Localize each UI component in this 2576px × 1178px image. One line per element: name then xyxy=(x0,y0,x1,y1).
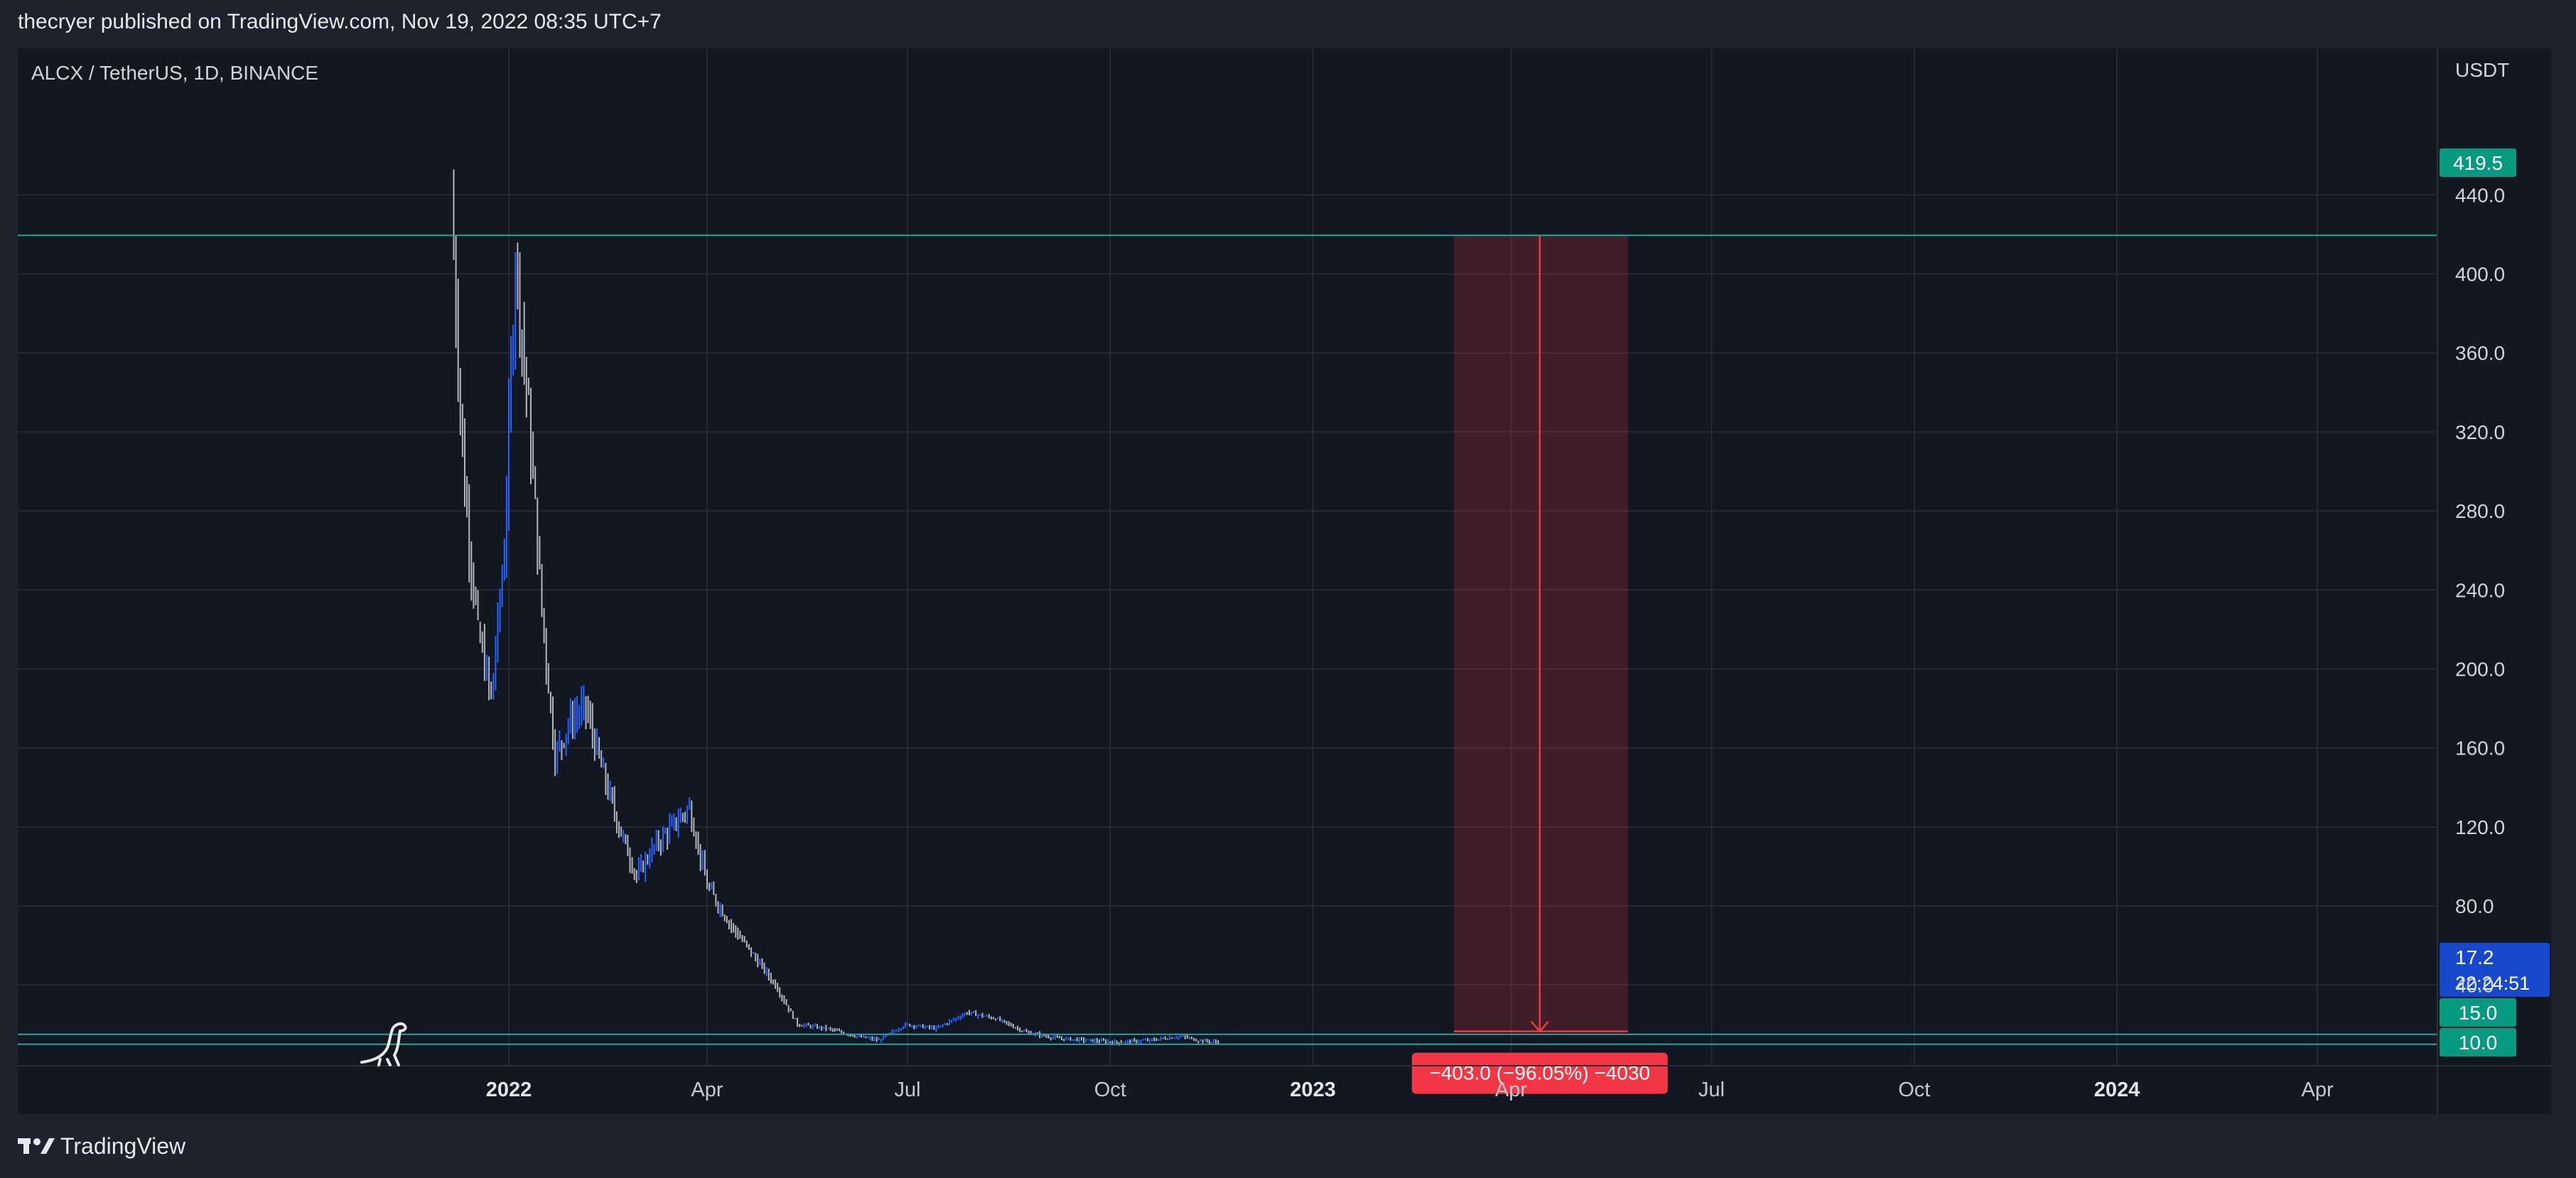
candles-layer xyxy=(453,169,1219,1046)
symbol-title: ALCX / TetherUS, 1D, BINANCE xyxy=(31,62,318,84)
y-tick-label: 120.0 xyxy=(2455,816,2505,838)
price-level-badge xyxy=(2440,998,2516,1027)
price-level-label: 10.0 xyxy=(2459,1032,2498,1054)
price-level-label: 419.5 xyxy=(2453,152,2503,174)
countdown-label: 22:24:51 xyxy=(2455,973,2530,994)
tradingview-logo-icon xyxy=(18,1138,55,1154)
y-tick-label: 160.0 xyxy=(2455,737,2505,760)
x-tick-label: 2024 xyxy=(2094,1079,2140,1101)
dino-icon[interactable] xyxy=(360,1022,407,1066)
projection-layer: −403.0 (−96.05%) −4030 xyxy=(1411,235,1668,1094)
x-tick-label: Apr xyxy=(691,1079,723,1101)
x-tick-label: Oct xyxy=(1094,1079,1126,1101)
price-level-badge xyxy=(2440,148,2516,177)
current-price-label: 17.2 xyxy=(2455,946,2494,968)
axis-layer: 440.0 400.0 360.0 320.0 280.0 240.0 200.0 160.0… xyxy=(18,48,2551,1114)
current-price-badge xyxy=(2440,943,2550,997)
projection-label-box xyxy=(1411,1052,1668,1094)
price-level-label: 15.0 xyxy=(2459,1002,2498,1024)
grid-layer xyxy=(18,48,2437,1066)
y-tick-label: 240.0 xyxy=(2455,579,2505,601)
y-tick-label: 280.0 xyxy=(2455,500,2505,522)
price-level-badge xyxy=(2440,1028,2516,1057)
y-tick-label: 400.0 xyxy=(2455,264,2505,286)
y-tick-label: 200.0 xyxy=(2455,659,2505,681)
x-tick-label: Apr xyxy=(2302,1079,2334,1101)
chart-frame[interactable] xyxy=(18,48,2551,1114)
x-tick-label: 2022 xyxy=(486,1079,532,1101)
x-tick-label: Jul xyxy=(895,1079,921,1101)
publish-info: thecryer published on TradingView.com, N… xyxy=(18,10,662,33)
y-tick-label: 40.0 xyxy=(2455,974,2494,996)
horizontal-lines-layer: 419.5 15.0 10.0 17.2 22:24:51 xyxy=(18,148,2550,1057)
y-tick-label: 320.0 xyxy=(2455,421,2505,443)
x-tick-label: 2023 xyxy=(1290,1079,1336,1101)
footer: TradingView xyxy=(18,1132,185,1160)
x-tick-label: Apr xyxy=(1495,1079,1527,1101)
x-tick-label: Jul xyxy=(1698,1079,1725,1101)
x-tick-label: Oct xyxy=(1898,1079,1930,1101)
projection-arrowhead xyxy=(1530,1020,1549,1033)
y-tick-label: 360.0 xyxy=(2455,342,2505,364)
y-tick-label: 440.0 xyxy=(2455,184,2505,206)
y-axis-unit: USDT xyxy=(2455,59,2509,81)
footer-brand: TradingView xyxy=(60,1133,186,1159)
projection-range[interactable] xyxy=(1453,235,1628,1032)
y-tick-label: 80.0 xyxy=(2455,895,2494,917)
